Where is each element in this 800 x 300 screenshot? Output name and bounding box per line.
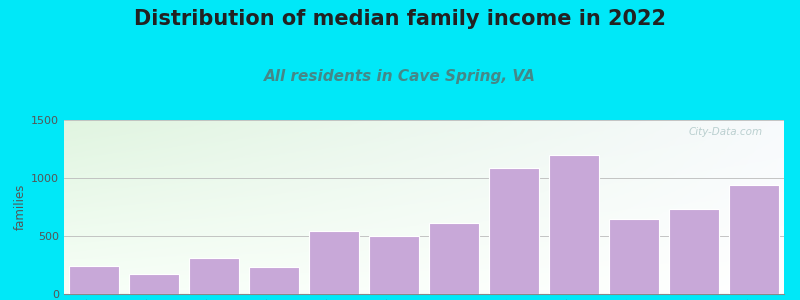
Bar	[430, 223, 478, 294]
Bar	[250, 267, 298, 294]
Bar	[130, 274, 178, 294]
Text: City-Data.com: City-Data.com	[688, 127, 762, 137]
Bar	[310, 231, 358, 294]
Y-axis label: families: families	[14, 184, 27, 230]
Bar	[610, 219, 658, 294]
Bar	[70, 266, 118, 294]
Bar	[730, 185, 778, 294]
Bar	[670, 209, 718, 294]
Bar	[490, 168, 538, 294]
Text: Distribution of median family income in 2022: Distribution of median family income in …	[134, 9, 666, 29]
Bar	[370, 236, 418, 294]
Text: All residents in Cave Spring, VA: All residents in Cave Spring, VA	[264, 69, 536, 84]
Bar	[190, 258, 238, 294]
Bar	[550, 155, 598, 294]
